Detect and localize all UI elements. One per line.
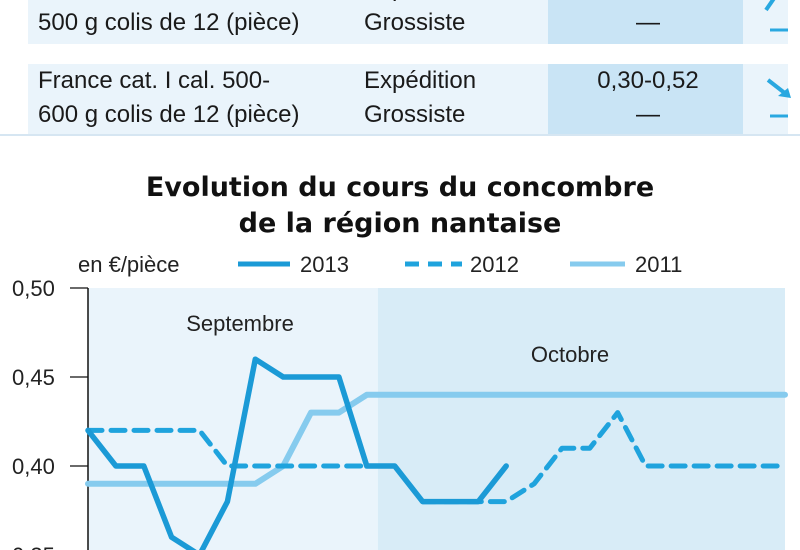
legend-label-2012: 2012 [470,252,519,277]
y-tick-label: 0,40 [12,454,55,479]
table-row: France cat. I cal. 500- 600 g colis de 1… [28,64,791,136]
product-cell: France cat. I cal. 400- 500 g colis de 1… [38,0,300,36]
trend-arrow-down-icon [766,78,791,118]
price-table: France cat. I cal. 400- 500 g colis de 1… [0,0,800,136]
stage-cell: Expédition Grossiste [364,67,477,128]
price-cell: 0,30-0,52 — [597,67,699,128]
table-row: France cat. I cal. 400- 500 g colis de 1… [28,0,788,44]
unit-label: en €/pièce [78,252,180,277]
stage-cell: Expédition Grossiste [364,0,476,36]
october-band [377,288,785,550]
series-line-2011 [85,391,788,487]
y-tick-label: 0,50 [12,276,55,301]
chart-title: Evolution du cours du concombre de la ré… [145,172,655,239]
legend-label-2013: 2013 [300,252,349,277]
month-label-septembre: Septembre [186,311,294,336]
price-column-highlight [548,64,743,136]
trend-arrow-up-icon [764,0,788,32]
product-cell: France cat. I cal. 500- 600 g colis de 1… [38,67,300,128]
table-divider [0,134,800,136]
series-line-2013 [85,356,509,550]
legend-label-2011: 2011 [635,252,682,277]
price-column-highlight [548,0,743,44]
y-tick-label: 0,45 [12,365,55,390]
month-label-octobre: Octobre [531,342,609,367]
price-cell: 0,30-0,40 — [597,0,698,36]
y-tick-label: 0,35 [12,543,55,550]
